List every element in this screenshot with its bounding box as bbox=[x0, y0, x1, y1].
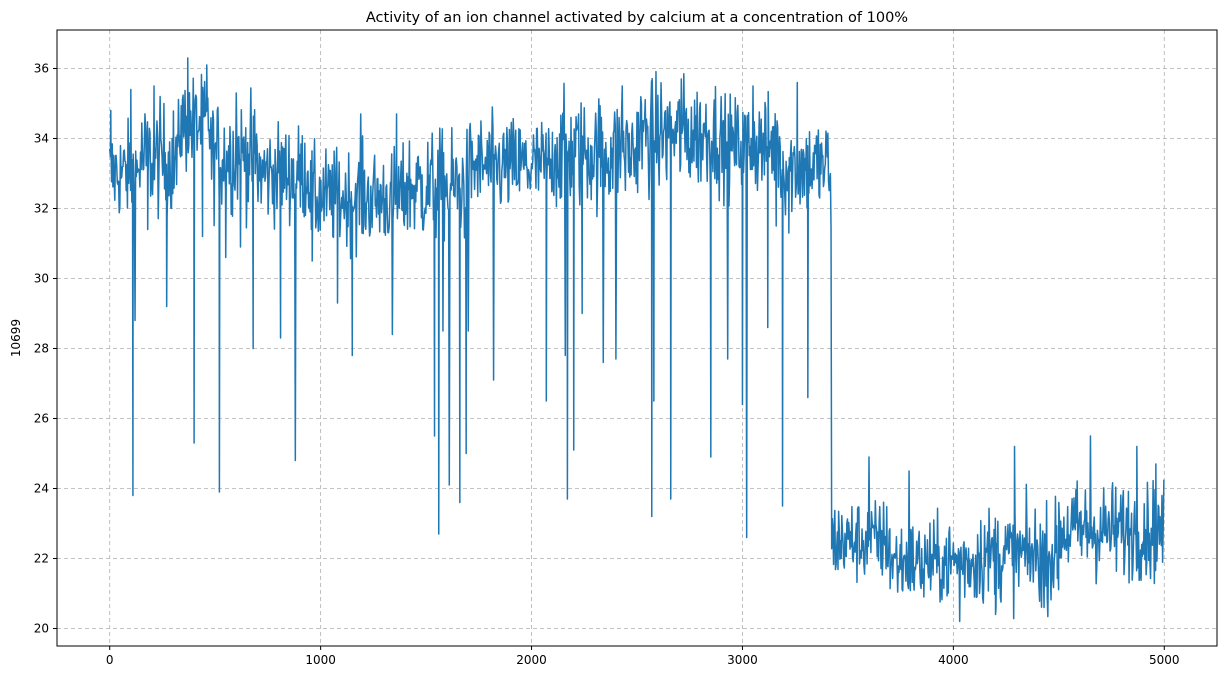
x-tick-label: 1000 bbox=[305, 653, 336, 667]
y-tick-label: 30 bbox=[34, 272, 49, 286]
x-tick-label: 5000 bbox=[1149, 653, 1180, 667]
y-tick-label: 36 bbox=[34, 62, 49, 76]
y-tick-label: 32 bbox=[34, 202, 49, 216]
axes-frame bbox=[56, 29, 1218, 647]
y-tick-label: 28 bbox=[34, 342, 49, 356]
y-tick-label: 20 bbox=[34, 622, 49, 636]
y-tick-label: 34 bbox=[34, 132, 49, 146]
y-tick-label: 22 bbox=[34, 552, 49, 566]
chart-title: Activity of an ion channel activated by … bbox=[366, 10, 908, 26]
y-tick-label: 26 bbox=[34, 412, 49, 426]
x-tick-label: 0 bbox=[106, 653, 114, 667]
y-tick-label: 24 bbox=[34, 482, 49, 496]
axis-ticks: 0 1000 2000 3000 4000 5000 20 22 24 26 28 30 32 34 36 bbox=[34, 62, 1180, 668]
y-axis-label: 10699 bbox=[9, 319, 23, 357]
x-tick-label: 2000 bbox=[516, 653, 547, 667]
plot-area bbox=[108, 57, 1165, 623]
x-tick-label: 4000 bbox=[938, 653, 969, 667]
x-tick-label: 3000 bbox=[727, 653, 758, 667]
series-line bbox=[108, 57, 1165, 623]
